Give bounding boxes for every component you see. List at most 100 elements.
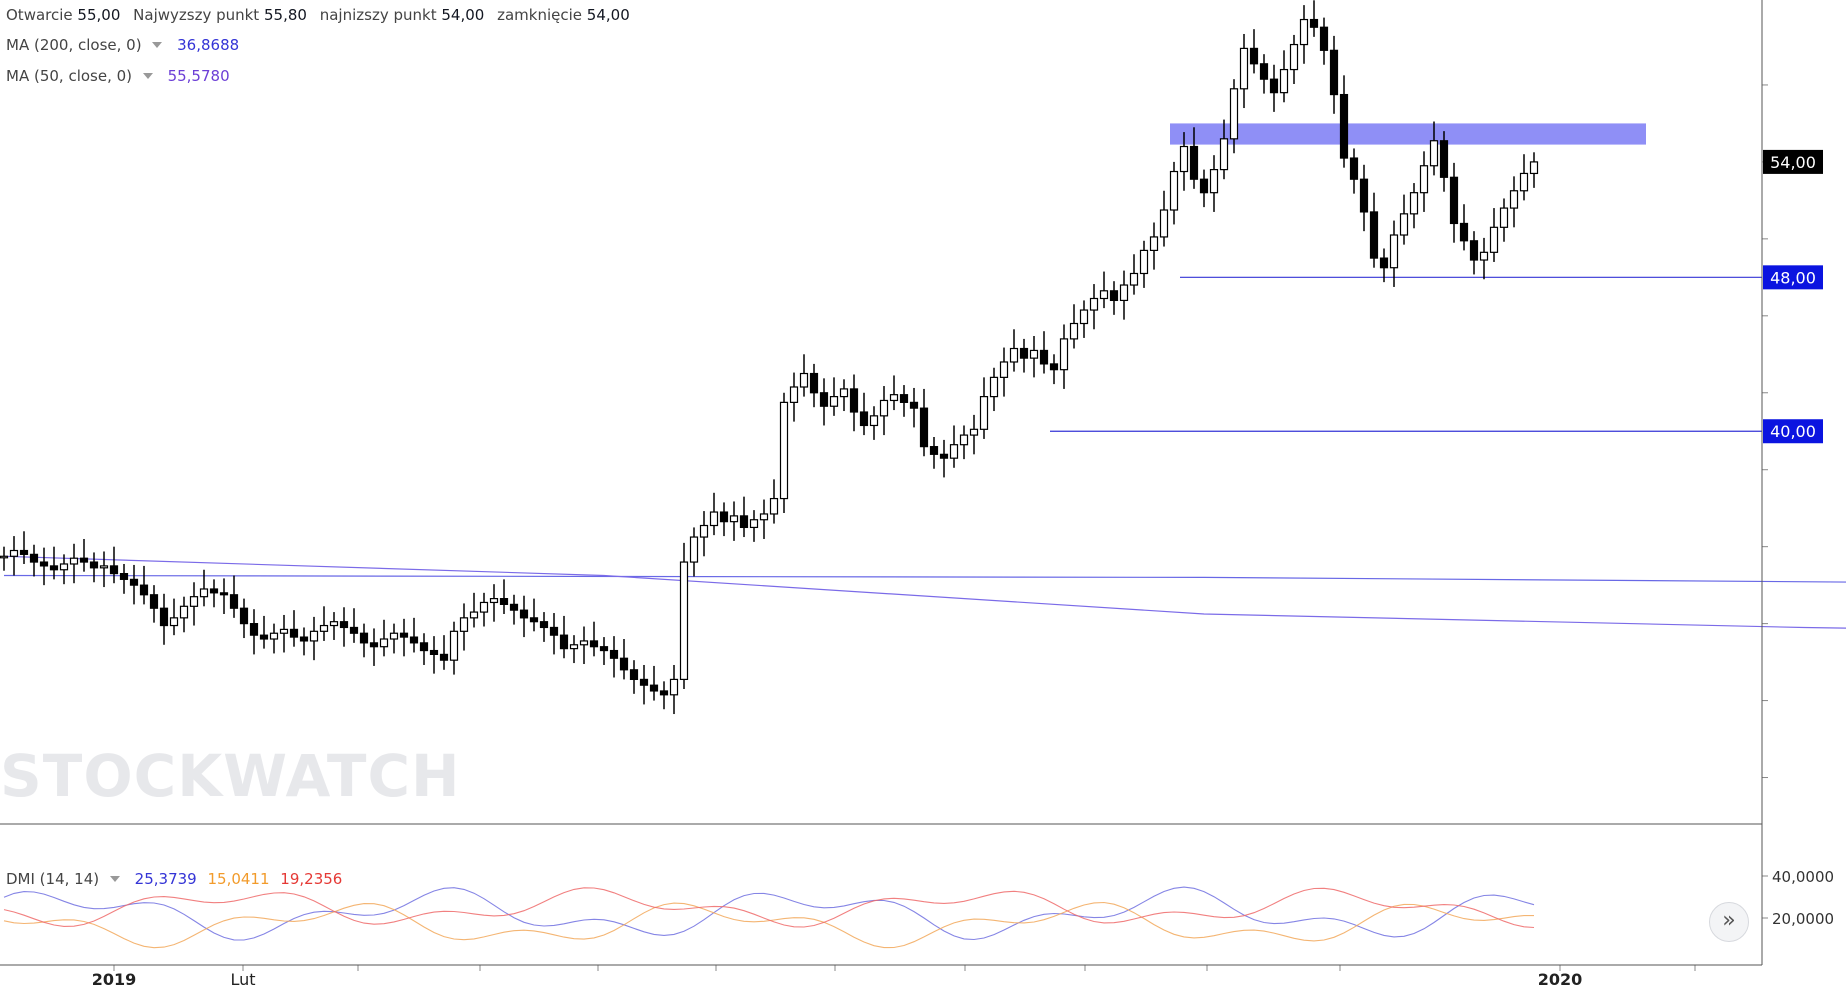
candle-body (1259, 63, 1269, 80)
candle (809, 363, 819, 408)
candle-body (819, 392, 829, 407)
candle-body (139, 584, 149, 596)
candle (1369, 192, 1379, 268)
candle-body (1169, 170, 1179, 211)
candle (469, 592, 479, 628)
candle (279, 614, 289, 653)
candle-body (419, 642, 429, 652)
candle-body (409, 636, 419, 644)
candle-body (369, 642, 379, 648)
candle-body (1469, 240, 1479, 261)
candle-body (1099, 290, 1109, 300)
candle-body (799, 372, 809, 388)
candle-body (1199, 178, 1209, 194)
resistance-zone (1170, 123, 1646, 145)
candle-body (899, 394, 909, 403)
price-tag-54,00: 54,00 (1763, 149, 1823, 174)
candle (509, 594, 519, 625)
candle-body (719, 511, 729, 523)
close-value: 54,00 (586, 6, 630, 24)
candle (1329, 35, 1339, 114)
candle (1059, 324, 1069, 389)
candle-body (59, 563, 69, 571)
candle-body (529, 617, 539, 623)
chevron-down-icon[interactable] (152, 42, 163, 48)
time-label: 2019 (92, 970, 137, 989)
ma50-legend[interactable]: MA (50, close, 0) 55,5780 (6, 67, 230, 85)
candle (489, 584, 499, 622)
candle-body (919, 407, 929, 448)
candle (299, 627, 309, 656)
candle-body (939, 453, 949, 459)
candle-body (639, 678, 649, 686)
candle (1449, 162, 1459, 243)
candle (309, 616, 319, 661)
dmi-adx-value: 19,2356 (280, 870, 343, 888)
low-label: najnizszy punkt (319, 6, 437, 24)
candle-body (359, 632, 369, 644)
candle-body (179, 605, 189, 619)
candle-body (549, 626, 559, 636)
candle (849, 374, 859, 432)
candle (479, 592, 489, 627)
dmi-adx-line (3, 887, 1535, 929)
candle (1289, 34, 1299, 84)
candle-body (349, 626, 359, 634)
candle (819, 378, 829, 426)
ma50-path (3, 555, 1846, 629)
candle (739, 496, 749, 538)
candle-body (1459, 222, 1469, 242)
candle (799, 354, 809, 397)
candle-body (1149, 236, 1159, 252)
candle-body (1429, 140, 1439, 167)
candle-body (119, 572, 129, 580)
candle (259, 615, 269, 649)
candle-body (219, 592, 229, 596)
candle-body (299, 636, 309, 642)
candle-body (1089, 297, 1099, 311)
candle (1229, 79, 1239, 154)
chevron-down-icon[interactable] (109, 876, 120, 882)
open-label: Otwarcie (6, 6, 73, 24)
candle-body (1479, 251, 1489, 261)
candle (329, 612, 339, 640)
chevron-down-icon[interactable] (142, 73, 153, 79)
candle (1309, 0, 1319, 37)
candle (1049, 354, 1059, 385)
candle (369, 628, 379, 666)
candle (199, 569, 209, 607)
candle-body (1519, 172, 1529, 192)
candle-body (149, 594, 159, 609)
candle (709, 492, 719, 536)
candle-body (1029, 349, 1039, 359)
candle (449, 621, 459, 675)
candle-body (1129, 272, 1139, 286)
candle-body (809, 372, 819, 394)
candle (1399, 194, 1409, 245)
candle (399, 618, 409, 657)
candle (159, 593, 169, 645)
candle (1179, 132, 1189, 191)
candle (9, 536, 19, 576)
dmi-legend[interactable]: DMI (14, 14) 25,3739 15,0411 19,2356 (6, 870, 342, 888)
candle (569, 635, 579, 664)
candle (79, 538, 89, 572)
candle-body (689, 536, 699, 563)
candle (119, 563, 129, 594)
scroll-to-realtime-button[interactable]: » (1709, 902, 1749, 942)
candle (459, 603, 469, 651)
candle (1499, 198, 1509, 242)
candle (1479, 237, 1489, 280)
candle-body (249, 623, 259, 636)
ma200-legend[interactable]: MA (200, close, 0) 36,8688 (6, 36, 239, 54)
candle (649, 665, 659, 701)
candle-body (849, 388, 859, 413)
candle-body (649, 684, 659, 692)
candle-body (1489, 226, 1499, 253)
candle (349, 608, 359, 643)
candle-body (1039, 349, 1049, 365)
candle-body (1019, 347, 1029, 359)
candle-body (1179, 145, 1189, 173)
candle-body (289, 628, 299, 638)
